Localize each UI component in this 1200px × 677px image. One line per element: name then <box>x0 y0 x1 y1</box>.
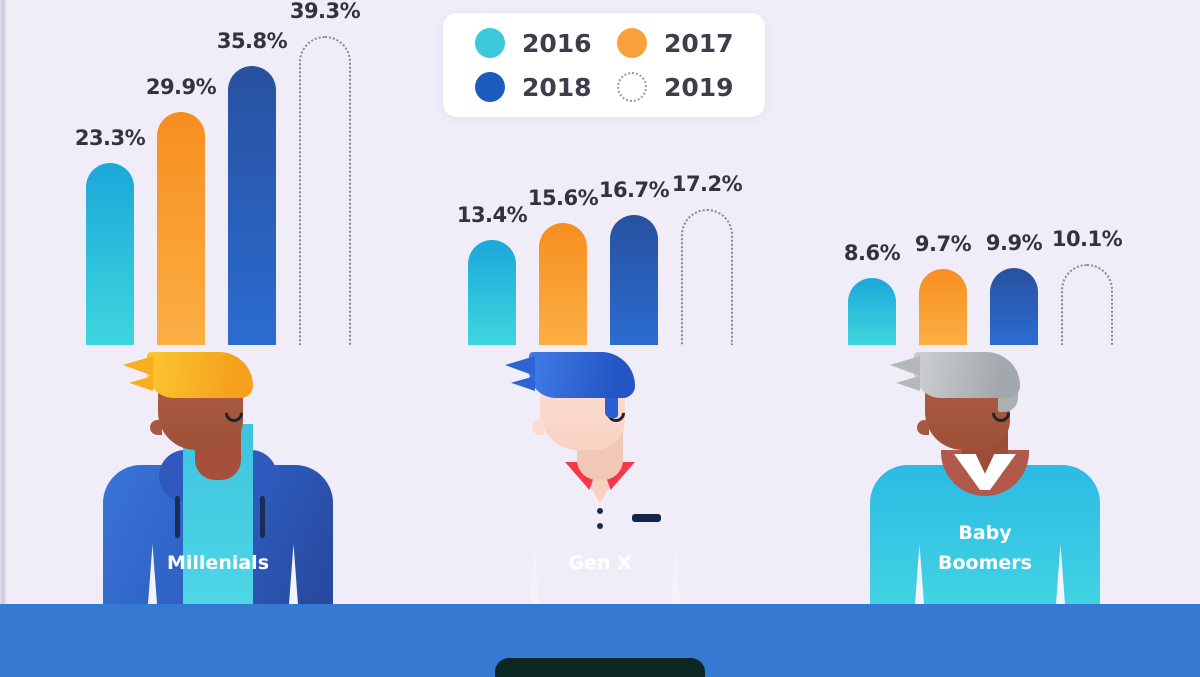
bar-item: 35.8% <box>217 29 288 345</box>
arm-slit <box>671 544 680 604</box>
generation-label-genx: Gen X <box>568 552 632 574</box>
bar-boomers-2016 <box>848 278 896 345</box>
legend-item-2019: 2019 <box>617 72 765 102</box>
legend-swatch-2019-dotted <box>617 72 647 102</box>
bar-item: 39.3% <box>290 0 361 345</box>
bar-millennials-2017 <box>157 112 205 345</box>
blue-hair <box>529 352 635 398</box>
bar-item: 29.9% <box>146 75 217 345</box>
legend-swatch-2018 <box>475 72 505 102</box>
bar-boomers-2019-projected <box>1061 264 1113 345</box>
bar-group-boomers: 8.6% 9.7% 9.9% 10.1% <box>844 227 1123 345</box>
bar-genx-2016 <box>468 240 516 345</box>
legend-item-2018: 2018 <box>475 72 617 102</box>
shirt-button <box>597 508 603 514</box>
legend-item-2016: 2016 <box>475 28 617 58</box>
generation-label-boomers: Baby Boomers <box>938 522 1032 574</box>
legend-label: 2018 <box>522 72 592 102</box>
hair-tip <box>896 376 920 391</box>
legend-label: 2016 <box>522 28 592 58</box>
bar-genx-2019-projected <box>681 209 733 345</box>
bar-boomers-2018 <box>990 268 1038 345</box>
legend-label: 2017 <box>664 28 734 58</box>
legend-swatch-2016 <box>475 28 505 58</box>
hoodie-string <box>260 496 265 538</box>
arm-slit <box>530 544 539 604</box>
value-label: 39.3% <box>289 0 361 23</box>
legend-label: 2019 <box>664 72 734 102</box>
pocket-stripe <box>632 514 661 522</box>
arm-slit <box>148 544 157 604</box>
arm-slit <box>289 544 298 604</box>
bar-group-genx: 13.4% 15.6% 16.7% 17.2% <box>457 172 743 345</box>
bar-item: 15.6% <box>528 186 599 345</box>
bar-item: 13.4% <box>457 203 528 345</box>
bar-millennials-2019-projected <box>299 36 351 345</box>
hoodie-string <box>175 496 180 538</box>
hair-tip <box>505 356 535 376</box>
hair-tip <box>890 356 920 376</box>
value-label: 23.3% <box>74 126 146 150</box>
bar-genx-2018 <box>610 215 658 345</box>
value-label: 35.8% <box>216 29 288 53</box>
hair-tip <box>129 376 153 391</box>
arm-slit <box>1056 544 1065 604</box>
bar-millennials-2018 <box>228 66 276 345</box>
value-label: 8.6% <box>843 241 901 265</box>
shirt-button <box>597 523 603 529</box>
hair-tip <box>511 376 535 391</box>
bar-boomers-2017 <box>919 269 967 345</box>
value-label: 9.7% <box>914 232 972 256</box>
nose <box>532 420 544 435</box>
legend-swatch-2017 <box>617 28 647 58</box>
value-label: 9.9% <box>985 231 1043 255</box>
sideburn <box>605 392 618 418</box>
value-label: 16.7% <box>598 178 670 202</box>
value-label: 17.2% <box>671 172 743 196</box>
arm-slit <box>915 544 924 604</box>
character-genx: Gen X <box>485 350 715 604</box>
bar-item: 9.9% <box>986 231 1043 345</box>
bar-item: 17.2% <box>672 172 743 345</box>
bar-item: 8.6% <box>844 241 901 345</box>
legend-item-2017: 2017 <box>617 28 765 58</box>
blond-hair <box>147 352 253 398</box>
bar-item: 23.3% <box>75 126 146 345</box>
generation-label-millennials: Millenials <box>166 552 269 574</box>
page-edge <box>0 0 7 677</box>
bar-genx-2017 <box>539 223 587 345</box>
bar-millennials-2016 <box>86 163 134 345</box>
character-boomer: Baby Boomers <box>870 350 1100 604</box>
value-label: 29.9% <box>145 75 217 99</box>
value-label: 15.6% <box>527 186 599 210</box>
bar-item: 9.7% <box>915 232 972 345</box>
nose <box>150 420 162 435</box>
character-millennial: Millenials <box>103 350 333 604</box>
bar-item: 10.1% <box>1052 227 1123 345</box>
legend-card: 2016 2017 2018 2019 <box>443 13 765 117</box>
bar-item: 16.7% <box>599 178 670 345</box>
bar-group-millennials: 23.3% 29.9% 35.8% 39.3% <box>75 0 361 345</box>
laptop <box>495 658 705 677</box>
hair-tip <box>123 356 153 376</box>
nose <box>917 420 929 435</box>
value-label: 13.4% <box>456 203 528 227</box>
value-label: 10.1% <box>1051 227 1123 251</box>
gray-hair <box>914 352 1020 398</box>
